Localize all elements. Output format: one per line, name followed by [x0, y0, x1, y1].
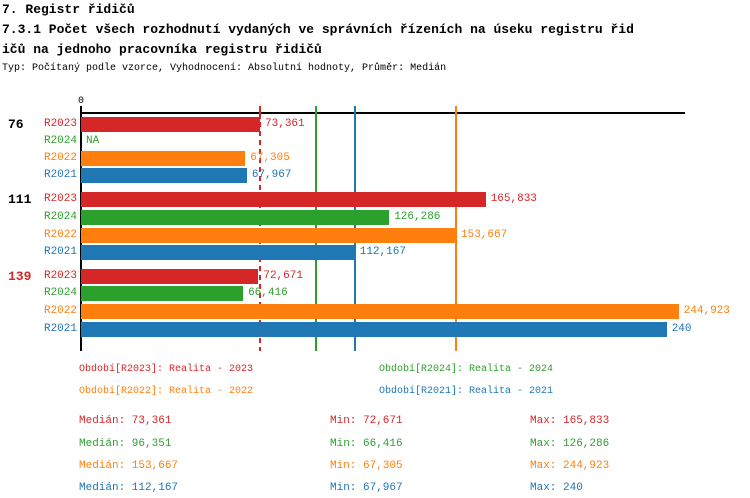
bar-row: 66,416 — [81, 286, 741, 301]
stat-median-r2022: Medián: 153,667 — [79, 460, 179, 472]
bar-value-label: 73,361 — [265, 118, 305, 130]
group-label-111: 111 — [8, 192, 32, 207]
bar-value-label: 67,967 — [251, 169, 292, 181]
bar-value-label: 244,923 — [683, 305, 730, 317]
bar-row: 165,833 — [81, 192, 741, 207]
axis-ticks-layer — [81, 106, 685, 119]
stat-median-r2023: Medián: 73,361 — [79, 415, 172, 427]
bar-r2024 — [81, 286, 244, 301]
bar-r2021 — [81, 245, 355, 260]
series-label: R2024 — [43, 135, 77, 147]
bar-r2021 — [81, 322, 667, 337]
axis-zero-label: 0 — [77, 96, 85, 107]
axis-tick-r2022 — [455, 106, 457, 119]
bar-row: 244,923 — [81, 304, 741, 319]
chart-title-line1: 7.3.1 Počet všech rozhodnutí vydaných ve… — [2, 22, 634, 37]
bar-r2024 — [81, 210, 390, 225]
series-label: R2021 — [43, 323, 77, 335]
series-label: R2021 — [43, 169, 77, 181]
series-label: R2024 — [43, 211, 77, 223]
stat-median-r2021: Medián: 112,167 — [79, 482, 179, 494]
axis-tick-r2023 — [259, 106, 262, 119]
bar-value-label: 153,667 — [461, 229, 508, 241]
bar-row: 240 — [81, 322, 741, 337]
bar-r2023 — [81, 117, 261, 132]
group-label-76: 76 — [8, 117, 24, 132]
stat-min-r2024: Min: 66,416 — [330, 438, 403, 450]
bar-value-label: 67,305 — [250, 152, 290, 164]
stat-min-r2022: Min: 67,305 — [330, 460, 403, 472]
legend-item-r2021: Období[R2021]: Realita - 2021 — [379, 386, 554, 397]
bar-r2023 — [81, 192, 486, 207]
series-label: R2022 — [43, 229, 77, 241]
bar-value-label: NA — [86, 135, 100, 147]
stat-min-r2023: Min: 72,671 — [330, 415, 403, 427]
bar-r2022 — [81, 151, 246, 166]
legend-item-r2022: Období[R2022]: Realita - 2022 — [79, 386, 254, 397]
stat-max-r2023: Max: 165,833 — [530, 415, 610, 427]
bar-value-label: 240 — [671, 323, 692, 335]
series-label: R2021 — [43, 246, 77, 258]
bar-row: 67,305 — [81, 151, 741, 166]
bar-row: 72,671 — [81, 269, 741, 284]
series-label: R2022 — [43, 152, 77, 164]
axis-tick-r2021 — [353, 106, 356, 119]
group-label-139: 139 — [8, 269, 32, 284]
section-title: 7. Registr řidičů — [2, 2, 135, 17]
bar-r2022 — [81, 304, 679, 319]
bar-row: 73,361 — [81, 117, 741, 132]
x-axis-line — [81, 112, 685, 114]
axis-tick-r2024 — [315, 106, 318, 119]
bar-value-label: 66,416 — [248, 287, 288, 299]
bar-row: NA — [81, 134, 741, 149]
bar-row: 112,167 — [81, 245, 741, 260]
bar-r2022 — [81, 228, 456, 243]
chart-title-line2: ičů na jednoho pracovníka registru řidič… — [2, 42, 322, 57]
series-label: R2023 — [43, 270, 77, 282]
bar-row: 126,286 — [81, 210, 741, 225]
stat-median-r2024: Medián: 96,351 — [79, 438, 172, 450]
stat-max-r2024: Max: 126,286 — [530, 438, 610, 450]
series-label: R2024 — [43, 287, 77, 299]
legend-item-r2023: Období[R2023]: Realita - 2023 — [79, 364, 254, 375]
median-line-r2022 — [455, 113, 457, 351]
bar-r2021 — [81, 168, 247, 183]
bar-value-label: 112,167 — [359, 246, 406, 258]
chart-subtitle: Typ: Počítaný podle vzorce, Vyhodnocení:… — [2, 63, 447, 74]
bar-r2023 — [81, 269, 259, 284]
bar-row: 153,667 — [81, 228, 741, 243]
stat-max-r2022: Max: 244,923 — [530, 460, 610, 472]
series-label: R2022 — [43, 305, 77, 317]
legend-item-r2024: Období[R2024]: Realita - 2024 — [379, 364, 554, 375]
stat-max-r2021: Max: 240 — [530, 482, 583, 494]
series-label: R2023 — [43, 118, 77, 130]
bar-value-label: 72,671 — [263, 270, 303, 282]
bar-value-label: 165,833 — [490, 193, 537, 205]
bar-value-label: 126,286 — [394, 211, 441, 223]
stat-min-r2021: Min: 67,967 — [330, 482, 403, 494]
series-label: R2023 — [43, 193, 77, 205]
bar-row: 67,967 — [81, 168, 741, 183]
